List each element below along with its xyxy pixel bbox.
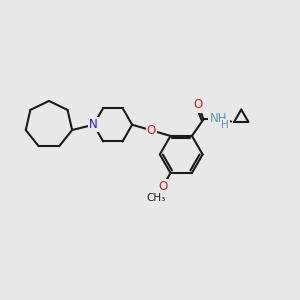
Text: NH: NH — [210, 112, 227, 125]
Text: O: O — [147, 124, 156, 137]
Text: O: O — [194, 98, 203, 111]
Text: O: O — [158, 180, 167, 193]
Text: N: N — [89, 118, 98, 131]
Text: CH₃: CH₃ — [146, 193, 166, 203]
Text: H: H — [221, 120, 229, 130]
